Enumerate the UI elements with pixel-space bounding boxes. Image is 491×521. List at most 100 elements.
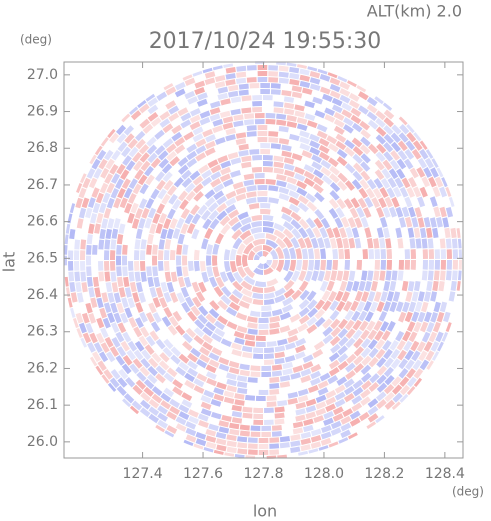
echo-cell xyxy=(342,408,354,418)
echo-cell xyxy=(274,351,286,359)
echo-cell xyxy=(235,77,247,84)
echo-cell xyxy=(274,406,285,413)
echo-cell xyxy=(278,138,290,145)
echo-cell xyxy=(132,183,142,195)
echo-cell xyxy=(344,248,350,259)
echo-cell xyxy=(115,331,125,343)
echo-cell xyxy=(232,280,244,292)
echo-cell xyxy=(291,153,303,161)
echo-cell xyxy=(360,153,371,164)
echo-cell xyxy=(329,181,341,193)
echo-cell xyxy=(99,182,109,194)
echo-cell xyxy=(177,156,189,167)
echo-cell xyxy=(398,115,410,126)
echo-cell xyxy=(258,437,269,444)
echo-cell xyxy=(156,179,166,191)
echo-cell xyxy=(127,104,139,116)
echo-cell xyxy=(192,175,204,186)
echo-cell xyxy=(314,191,325,203)
echo-cell xyxy=(332,406,344,416)
echo-cell xyxy=(68,250,74,260)
echo-cell xyxy=(263,251,269,257)
echo-cell xyxy=(360,216,369,228)
echo-cell xyxy=(249,149,260,155)
echo-cell xyxy=(269,437,280,443)
echo-cell xyxy=(188,409,199,418)
echo-cell xyxy=(391,401,403,412)
x-unit: (deg) xyxy=(452,485,484,499)
echo-cell xyxy=(368,347,379,359)
echo-cell xyxy=(164,271,172,283)
echo-cell xyxy=(452,260,458,270)
echo-cell xyxy=(457,270,462,281)
echo-cell xyxy=(241,155,252,163)
echo-cell xyxy=(263,161,273,167)
echo-cell xyxy=(187,360,198,370)
echo-cell xyxy=(294,351,306,360)
echo-cell xyxy=(104,173,114,185)
echo-cell xyxy=(199,353,211,364)
echo-cell xyxy=(361,291,370,303)
echo-cell xyxy=(201,271,209,283)
echo-cell xyxy=(80,239,87,250)
echo-cell xyxy=(163,338,174,350)
echo-cell xyxy=(287,391,299,399)
echo-cell xyxy=(263,262,270,269)
echo-cell xyxy=(196,98,208,107)
echo-cell xyxy=(273,229,286,240)
echo-cell xyxy=(412,359,422,371)
echo-cell xyxy=(458,260,462,270)
echo-cell xyxy=(86,276,93,287)
echo-cell xyxy=(242,254,248,268)
echo-cell xyxy=(268,197,280,204)
echo-cell xyxy=(324,114,336,123)
echo-cell xyxy=(369,373,380,384)
echo-cell xyxy=(269,315,281,323)
echo-cell xyxy=(151,393,163,404)
echo-cell xyxy=(331,97,343,107)
echo-cell xyxy=(384,399,396,410)
echo-cell xyxy=(352,379,364,390)
echo-cell xyxy=(158,212,168,224)
echo-cell xyxy=(423,167,433,178)
echo-cell xyxy=(260,149,271,155)
echo-cell xyxy=(273,155,284,162)
echo-cell xyxy=(399,376,410,387)
echo-cell xyxy=(443,311,451,323)
echo-cell xyxy=(310,370,322,380)
echo-cell xyxy=(257,137,268,143)
echo-cell xyxy=(405,216,413,228)
echo-cell xyxy=(147,373,158,385)
echo-cell xyxy=(265,179,276,185)
echo-cell xyxy=(376,301,385,313)
echo-cell xyxy=(200,401,212,410)
echo-cell xyxy=(140,399,151,410)
echo-cell xyxy=(406,122,417,134)
echo-cell xyxy=(352,280,360,292)
echo-cell xyxy=(200,395,212,404)
echo-cell xyxy=(440,260,446,270)
echo-cell xyxy=(350,300,359,312)
echo-cell xyxy=(69,281,76,293)
echo-cell xyxy=(290,446,301,454)
echo-cell xyxy=(367,119,379,130)
echo-cell xyxy=(168,316,179,328)
echo-cell xyxy=(445,322,454,333)
echo-cell xyxy=(359,178,370,190)
echo-cell xyxy=(386,291,395,302)
y-tick-label: 26.0 xyxy=(27,434,58,450)
echo-cell xyxy=(224,249,231,260)
echo-cell xyxy=(257,191,268,197)
echo-cell xyxy=(233,120,244,128)
echo-cell xyxy=(287,328,299,337)
echo-cell xyxy=(332,227,341,239)
echo-cell xyxy=(193,327,205,338)
echo-cell xyxy=(164,250,170,260)
echo-cell xyxy=(176,255,182,266)
echo-cell xyxy=(92,276,100,288)
echo-cell xyxy=(177,164,189,175)
echo-cell xyxy=(360,396,371,406)
y-tick-label: 26.7 xyxy=(27,177,58,193)
echo-cell xyxy=(418,350,428,362)
echo-cell xyxy=(194,80,206,89)
